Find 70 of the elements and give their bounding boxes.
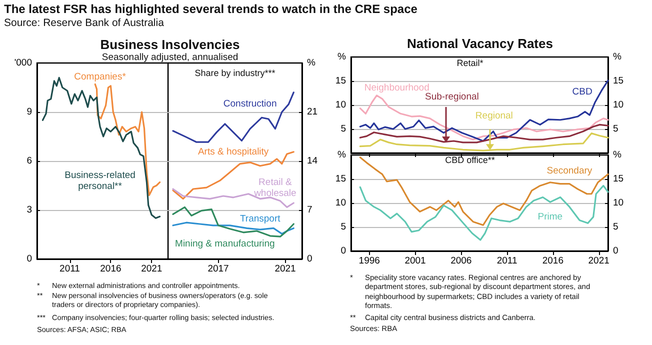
line-series — [172, 206, 294, 238]
x-tick-label: 2016 — [542, 256, 564, 266]
series-label: Business-related personal** — [64, 170, 136, 194]
chart-title: National Vacancy Rates — [407, 36, 553, 52]
line-series — [359, 184, 609, 241]
y-tick-label: 5 — [340, 222, 346, 232]
series-label: Neighbourhood — [364, 82, 430, 94]
source-note: Source: Reserve Bank of Australia — [4, 17, 164, 30]
y2-tick-label: 0 — [613, 246, 618, 256]
y-tick-label: 6 — [26, 156, 32, 166]
series-label: CBD — [572, 86, 592, 98]
y2-tick-label: 5 — [613, 124, 618, 134]
series-label: Arts & hospitality — [198, 146, 269, 159]
series-label: Construction — [223, 98, 277, 110]
line-series — [172, 222, 294, 235]
line-series — [172, 188, 294, 208]
series-label: Retail & wholesale — [253, 177, 298, 200]
x-tick-label: 2021 — [141, 264, 162, 274]
y-tick-label: 15 — [335, 76, 346, 86]
y2-tick-label: 5 — [613, 222, 618, 232]
chart-title: Business Insolvencies — [100, 37, 240, 53]
x-tick-label: 2011 — [496, 256, 518, 266]
line-series — [172, 92, 294, 143]
x-tick-label: 2021 — [588, 256, 610, 266]
y2-axis-title: % — [307, 58, 316, 68]
y2-axis-title: % — [613, 150, 622, 160]
y-tick-label: 10 — [335, 100, 346, 110]
y2-tick-label: 10 — [613, 198, 624, 208]
y-tick-label: 10 — [335, 198, 346, 208]
y-tick-label: 3 — [26, 204, 32, 216]
y-tick-label: 15 — [335, 174, 346, 184]
series-label: Companies* — [74, 71, 126, 84]
y-tick-label: 5 — [340, 124, 346, 134]
y2-tick-label: 15 — [613, 174, 624, 184]
x-tick-label: 2021 — [274, 264, 296, 274]
text: Sub-regional — [425, 92, 479, 104]
text: Regional — [475, 111, 513, 123]
series-label: Mining & manufacturing — [175, 238, 275, 250]
x-tick-label: 2016 — [100, 264, 122, 274]
y-tick-label: 9 — [26, 106, 32, 118]
x-tick-label: 2006 — [450, 256, 472, 266]
chart-title: CBD office** — [445, 155, 495, 166]
x-tick-label: 1996 — [358, 256, 380, 266]
series-label: Prime — [538, 212, 563, 224]
series-label: Secondary — [546, 166, 592, 178]
x-tick-label: 2011 — [60, 264, 80, 274]
y2-tick-label: 21 — [307, 106, 318, 118]
line-series — [359, 132, 609, 152]
line-series — [359, 80, 609, 142]
chart-subtitle: Seasonally adjusted, annualised — [102, 52, 238, 64]
y-axis-title: % — [338, 150, 347, 160]
y2-tick-label: 7 — [307, 204, 312, 216]
line-series — [359, 94, 609, 140]
y2-tick-label: 0 — [307, 254, 312, 264]
line-series — [359, 124, 609, 144]
y-axis-title: % — [338, 52, 347, 62]
x-tick-label: 2001 — [404, 256, 426, 266]
y2-tick-label: 15 — [613, 76, 624, 86]
y-tick-label: 0 — [26, 254, 32, 264]
y-tick-label: 0 — [340, 246, 346, 256]
y2-tick-label: 10 — [613, 100, 624, 110]
series-label: Transport — [240, 213, 280, 226]
text: Share by industry*** — [194, 68, 276, 80]
y-axis-title: '000 — [14, 58, 32, 68]
y2-tick-label: 14 — [307, 156, 318, 166]
chart-subtitle: Retail* — [456, 58, 484, 70]
line-series — [359, 156, 609, 226]
y2-axis-title: % — [613, 52, 622, 62]
x-tick-label: 2017 — [208, 264, 229, 274]
text: The latest FSR has highlighted several trends to watch in the CRE space — [4, 2, 418, 17]
